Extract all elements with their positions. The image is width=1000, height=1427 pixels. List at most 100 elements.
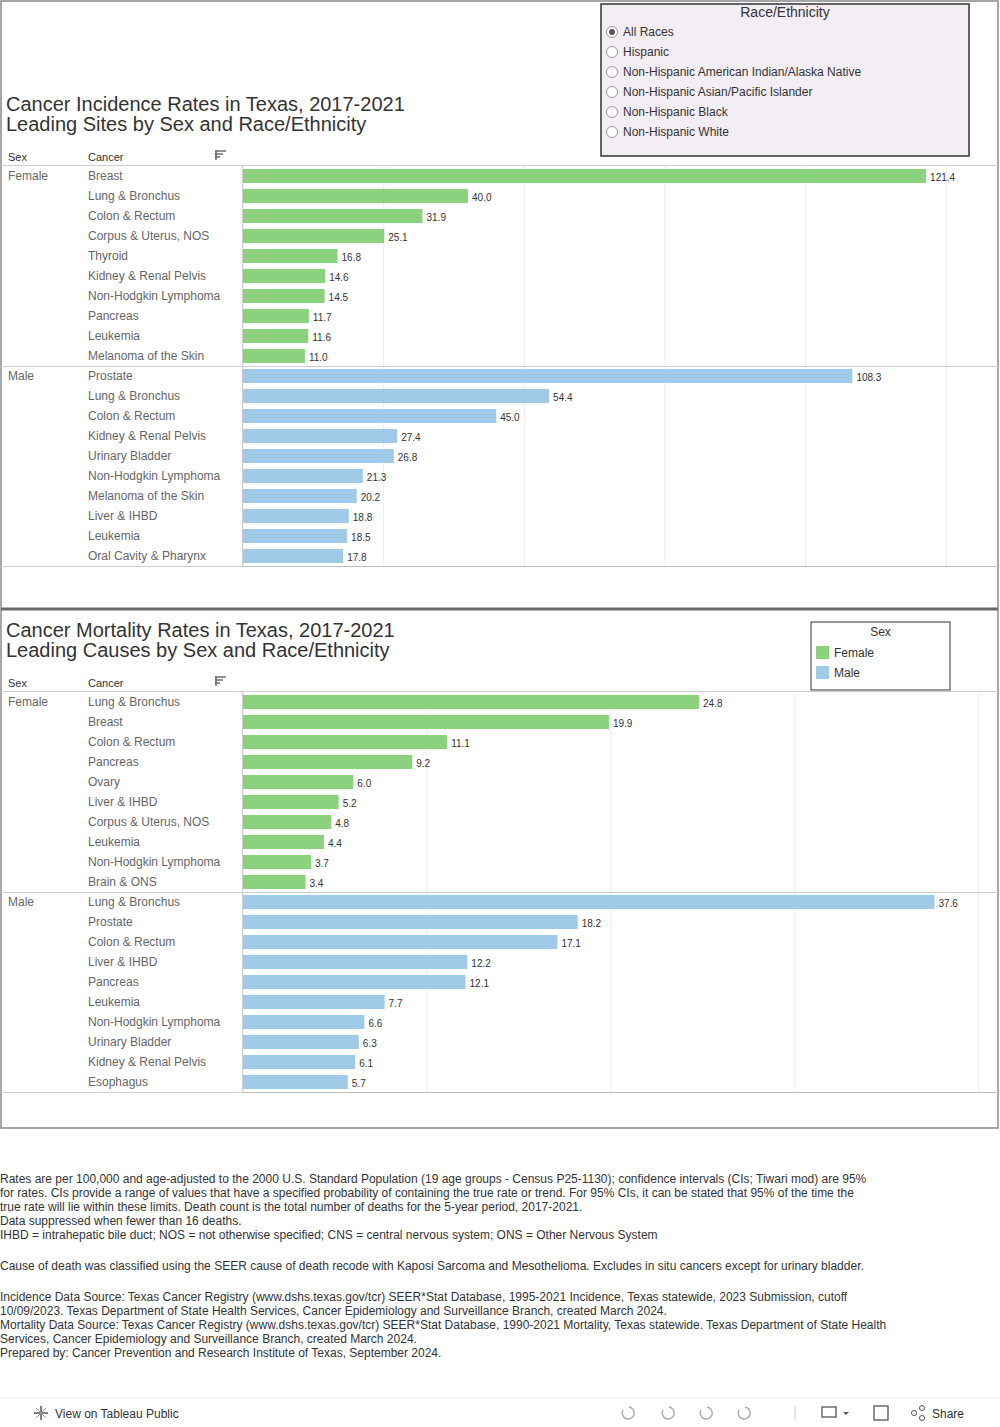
data-label: 16.8 [342, 252, 362, 263]
filter-box [601, 4, 969, 156]
redo-button[interactable] [662, 1407, 674, 1419]
filter-option-label[interactable]: Non-Hispanic White [623, 125, 729, 139]
share-label[interactable]: Share [932, 1407, 964, 1421]
pane-rule [1, 366, 998, 367]
filter-option[interactable]: All Races [607, 25, 674, 39]
category-label: Colon & Rectum [88, 735, 175, 749]
bar [243, 209, 422, 223]
bar [243, 915, 578, 929]
radio-button[interactable] [607, 127, 618, 138]
legend-box [811, 622, 950, 690]
background [0, 0, 1000, 1427]
column-header: Cancer [88, 677, 124, 689]
chart: Cancer Incidence Rates in Texas, 2017-20… [1, 93, 998, 567]
category-label: Colon & Rectum [88, 209, 175, 223]
category-label: Lung & Bronchus [88, 895, 180, 909]
row-header: Male [8, 895, 34, 909]
data-label: 11.6 [312, 332, 331, 343]
category-label: Leukemia [88, 835, 140, 849]
data-label: 7.7 [389, 998, 403, 1009]
radio-button[interactable] [607, 27, 618, 38]
category-label: Lung & Bronchus [88, 389, 180, 403]
data-label: 4.8 [335, 818, 349, 829]
refresh-button-glyph [738, 1407, 750, 1419]
filter-option[interactable]: Non-Hispanic Black [607, 105, 729, 119]
refresh-button[interactable] [738, 1407, 750, 1419]
category-label: Corpus & Uterus, NOS [88, 229, 209, 243]
bar [243, 975, 466, 989]
filter: Race/EthnicityAll RacesHispanicNon-Hispa… [601, 4, 969, 156]
data-label: 11.0 [309, 352, 328, 363]
category-label: Prostate [88, 915, 133, 929]
footnote-line: Cause of death was classified using the … [0, 1259, 864, 1273]
legend-swatch [816, 666, 829, 679]
category-label: Thyroid [88, 249, 128, 263]
category-label: Corpus & Uterus, NOS [88, 815, 209, 829]
category-label: Lung & Bronchus [88, 189, 180, 203]
filter-option-label[interactable]: Non-Hispanic Asian/Pacific Islander [623, 85, 812, 99]
category-label: Pancreas [88, 309, 139, 323]
header-rule [1, 165, 998, 166]
filter-option-label[interactable]: Hispanic [623, 45, 669, 59]
row-header: Male [8, 369, 34, 383]
legend-title: Sex [870, 625, 891, 639]
category-label: Brain & ONS [88, 875, 157, 889]
category-label: Non-Hodgkin Lymphoma [88, 289, 221, 303]
download-button[interactable] [822, 1407, 849, 1417]
data-label: 3.4 [310, 878, 324, 889]
bar [243, 189, 468, 203]
bar [243, 549, 343, 563]
radio-button[interactable] [607, 67, 618, 78]
share-glyph [920, 1406, 925, 1411]
data-label: 25.1 [388, 232, 408, 243]
bar [243, 329, 308, 343]
category-label: Colon & Rectum [88, 935, 175, 949]
category-label: Non-Hodgkin Lymphoma [88, 469, 221, 483]
logo-stroke [36, 1408, 46, 1418]
category-label: Non-Hodgkin Lymphoma [88, 855, 221, 869]
category-label: Pancreas [88, 975, 139, 989]
filter-option-label[interactable]: Non-Hispanic American Indian/Alaska Nati… [623, 65, 861, 79]
undo-button-glyph [622, 1407, 634, 1419]
bar [243, 755, 412, 769]
bar [243, 735, 447, 749]
bar [243, 389, 549, 403]
filter-option[interactable]: Non-Hispanic Asian/Pacific Islander [607, 85, 813, 99]
tableau-logo [34, 1406, 48, 1420]
filter-option-label[interactable]: All Races [623, 25, 674, 39]
section-divider [1, 608, 998, 611]
category-label: Melanoma of the Skin [88, 489, 204, 503]
bar [243, 835, 324, 849]
filter-option[interactable]: Non-Hispanic White [607, 125, 730, 139]
data-label: 37.6 [938, 898, 958, 909]
filter-option[interactable]: Non-Hispanic American Indian/Alaska Nati… [607, 65, 862, 79]
data-label: 121.4 [930, 172, 955, 183]
bar [243, 1055, 355, 1069]
data-label: 40.0 [472, 192, 492, 203]
category-label: Ovary [88, 775, 120, 789]
pane-rule [1, 566, 998, 567]
category-label: Urinary Bladder [88, 449, 171, 463]
tableau-link[interactable]: View on Tableau Public [55, 1407, 179, 1421]
revert-button[interactable] [700, 1407, 712, 1419]
bar [243, 409, 496, 423]
x-axis-line [243, 1092, 997, 1093]
sort-icon [215, 151, 226, 160]
chart: Cancer Mortality Rates in Texas, 2017-20… [1, 619, 998, 1093]
filter-option-label[interactable]: Non-Hispanic Black [623, 105, 729, 119]
bar [243, 369, 852, 383]
share-button[interactable]: Share [912, 1406, 965, 1422]
undo-button[interactable] [622, 1407, 634, 1419]
bar [243, 1035, 359, 1049]
data-label: 11.1 [451, 738, 470, 749]
row-header: Female [8, 169, 48, 183]
radio-button[interactable] [607, 87, 618, 98]
category-label: Breast [88, 715, 123, 729]
footnote-line: Data suppressed when fewer than 16 death… [0, 1214, 242, 1228]
fullscreen-button[interactable] [874, 1406, 888, 1420]
bar [243, 489, 357, 503]
radio-button[interactable] [607, 47, 618, 58]
radio-button[interactable] [607, 107, 618, 118]
data-label: 18.5 [351, 532, 371, 543]
filter-option[interactable]: Hispanic [607, 45, 670, 59]
